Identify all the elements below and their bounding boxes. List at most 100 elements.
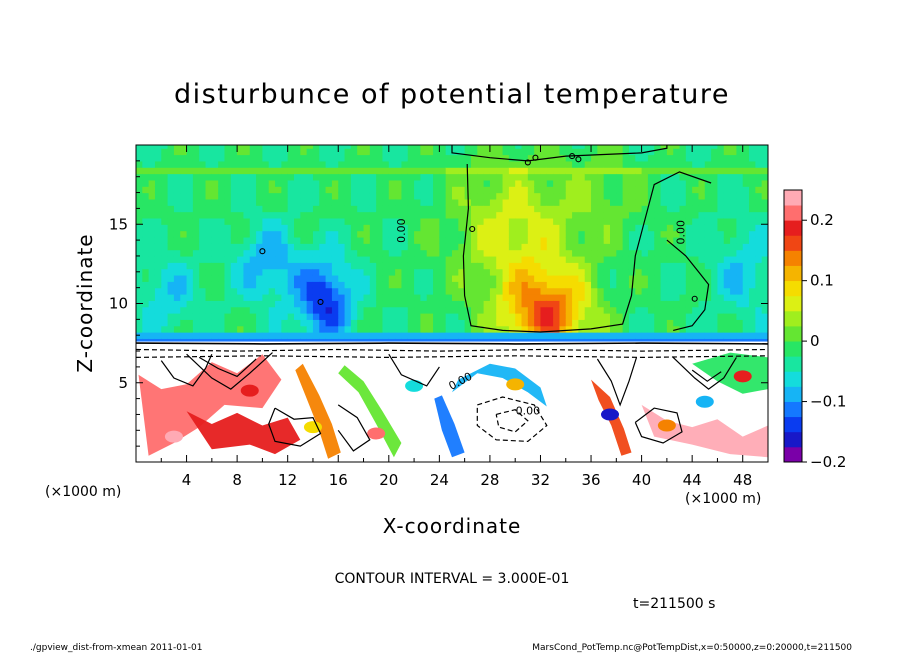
- field-cell: [736, 217, 744, 225]
- field-cell: [154, 173, 162, 181]
- field-cell: [540, 274, 548, 282]
- field-cell: [761, 332, 768, 339]
- field-cell: [584, 249, 592, 257]
- field-cell: [211, 145, 219, 149]
- field-cell: [521, 154, 529, 162]
- field-cell: [603, 287, 611, 295]
- field-cell: [433, 325, 440, 333]
- field-cell: [218, 249, 226, 257]
- field-cell: [154, 243, 162, 251]
- field-cell: [489, 148, 497, 156]
- field-cell: [730, 198, 737, 206]
- field-cell: [249, 167, 257, 175]
- field-cell: [180, 145, 188, 149]
- field-cell: [445, 230, 453, 238]
- field-cell: [628, 217, 636, 225]
- field-cell: [704, 287, 712, 295]
- field-cell: [730, 236, 737, 244]
- field-cell: [641, 154, 649, 162]
- field-cell: [173, 167, 181, 175]
- field-cell: [489, 306, 497, 314]
- field-cell: [591, 262, 598, 270]
- field-cell: [723, 262, 731, 270]
- field-cell: [622, 224, 630, 232]
- field-cell: [692, 249, 700, 257]
- field-cell: [622, 274, 630, 282]
- field-cell: [464, 217, 472, 225]
- field-cell: [641, 300, 649, 308]
- field-cell: [458, 255, 466, 263]
- field-cell: [433, 217, 440, 225]
- field-cell: [306, 186, 314, 194]
- field-cell: [142, 179, 150, 187]
- field-cell: [761, 306, 768, 314]
- field-cell: [369, 198, 377, 206]
- field-cell: [591, 287, 598, 295]
- field-cell: [148, 319, 156, 327]
- field-cell: [622, 145, 630, 149]
- field-cell: [237, 211, 245, 219]
- field-cell: [502, 306, 510, 314]
- field-cell: [433, 262, 440, 270]
- colorbar: 0.20.10−0.1−0.2: [783, 189, 846, 471]
- field-cell: [591, 160, 598, 168]
- field-cell: [300, 236, 308, 244]
- field-cell: [723, 192, 731, 200]
- field-cell: [489, 167, 497, 175]
- field-cell: [483, 274, 491, 282]
- field-cell: [559, 148, 567, 156]
- field-cell: [578, 192, 586, 200]
- field-cell: [685, 249, 693, 257]
- field-cell: [565, 281, 573, 289]
- field-cell: [578, 287, 586, 295]
- field-cell: [717, 236, 725, 244]
- field-cell: [249, 160, 257, 168]
- field-cell: [230, 255, 238, 263]
- field-cell: [572, 243, 579, 251]
- field-cell: [458, 268, 466, 276]
- field-cell: [262, 287, 270, 295]
- field-cell: [180, 154, 188, 162]
- field-cell: [218, 281, 226, 289]
- field-cell: [268, 211, 276, 219]
- field-cell: [470, 300, 478, 308]
- field-cell: [142, 306, 150, 314]
- field-cell: [628, 167, 636, 175]
- field-cell: [262, 230, 270, 238]
- field-cell: [338, 236, 346, 244]
- field-cell: [433, 268, 440, 276]
- field-cell: [300, 148, 308, 156]
- field-cell: [628, 249, 636, 257]
- field-cell: [268, 192, 276, 200]
- field-cell: [224, 287, 232, 295]
- field-cell: [173, 313, 181, 320]
- field-cell: [388, 148, 396, 156]
- field-cell: [717, 287, 725, 295]
- field-cell: [243, 313, 251, 320]
- field-cell: [540, 167, 548, 175]
- field-cell: [654, 300, 662, 308]
- field-cell: [300, 293, 308, 301]
- field-cell: [470, 167, 478, 175]
- field-cell: [458, 262, 466, 270]
- field-cell: [218, 325, 226, 333]
- field-cell: [243, 211, 251, 219]
- field-cell: [660, 236, 668, 244]
- field-cell: [363, 287, 371, 295]
- field-cell: [192, 306, 200, 314]
- field-cell: [641, 319, 649, 327]
- field-cell: [300, 300, 308, 308]
- field-cell: [470, 243, 478, 251]
- field-cell: [584, 211, 592, 219]
- field-cell: [559, 262, 567, 270]
- field-cell: [154, 148, 162, 156]
- field-cell: [660, 255, 668, 263]
- field-cell: [369, 205, 377, 213]
- field-cell: [635, 249, 643, 257]
- field-cell: [369, 192, 377, 200]
- field-cell: [445, 313, 453, 320]
- field-cell: [452, 205, 459, 213]
- field-cell: [243, 217, 251, 225]
- field-cell: [142, 262, 150, 270]
- field-cell: [199, 148, 207, 156]
